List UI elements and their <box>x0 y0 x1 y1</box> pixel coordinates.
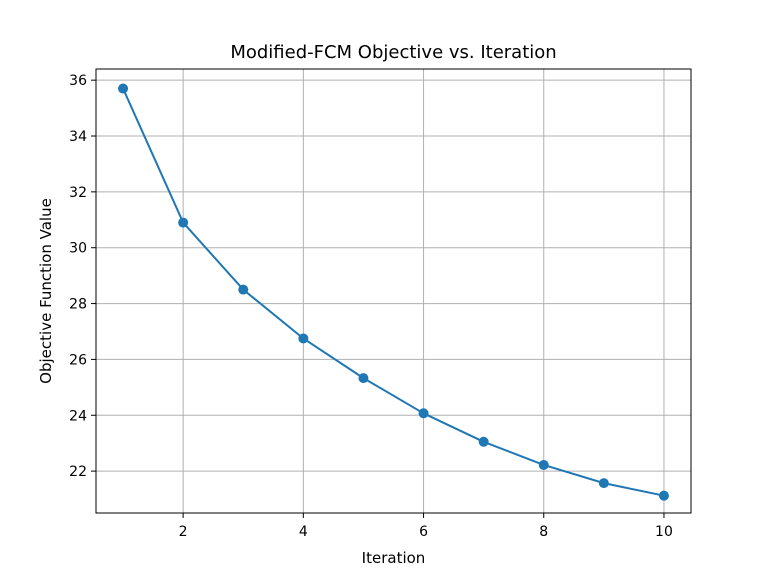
data-series <box>118 83 669 501</box>
y-tick-label: 32 <box>69 185 87 201</box>
y-tick-label: 30 <box>69 241 87 257</box>
data-point <box>118 83 129 94</box>
data-point <box>178 217 189 228</box>
data-point <box>238 284 249 295</box>
y-tick-label: 26 <box>69 352 87 368</box>
data-point <box>298 333 309 344</box>
data-point <box>538 459 549 470</box>
y-tick-label: 34 <box>69 129 87 145</box>
y-tick-label: 24 <box>69 408 87 424</box>
x-tick-label: 8 <box>539 524 548 540</box>
y-tick-label: 28 <box>69 297 87 313</box>
data-point <box>598 478 609 489</box>
x-tick-label: 2 <box>179 524 188 540</box>
x-tick-label: 6 <box>419 524 428 540</box>
y-tick-label: 22 <box>69 464 87 480</box>
axes-frame <box>95 68 692 514</box>
x-tick-label: 4 <box>299 524 308 540</box>
series-line <box>122 88 665 497</box>
data-point <box>478 436 489 447</box>
data-point <box>358 373 369 384</box>
data-point <box>418 408 429 419</box>
y-axis-label: Objective Function Value <box>37 198 55 384</box>
x-axis-label: Iteration <box>362 549 426 567</box>
grid-lines <box>96 69 691 513</box>
y-tick-label: 36 <box>69 73 87 89</box>
data-point <box>658 490 669 501</box>
chart-title: Modified-FCM Objective vs. Iteration <box>230 42 556 63</box>
x-tick-label: 10 <box>655 524 673 540</box>
